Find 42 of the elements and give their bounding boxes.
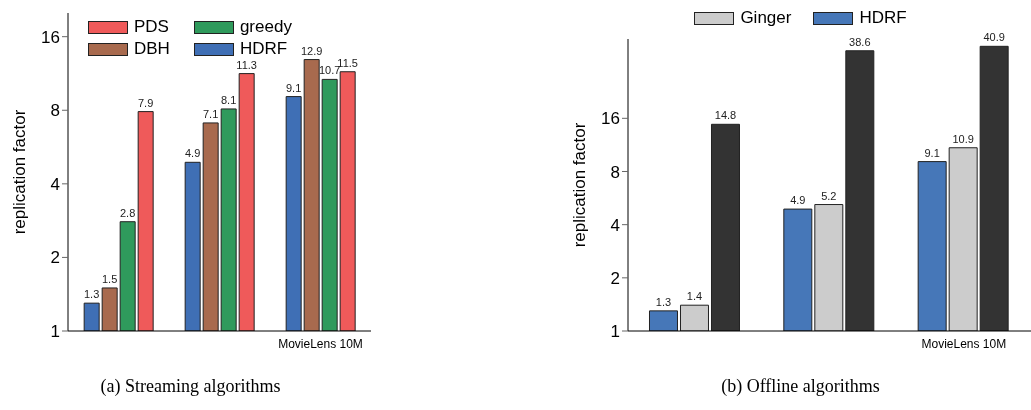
y-tick-label: 8 — [610, 162, 620, 182]
legend-label: DBH — [134, 39, 170, 59]
legend-label: HDRF — [859, 8, 907, 28]
data-label: 1.3 — [84, 288, 100, 301]
legend-label: HDRF — [239, 39, 288, 59]
y-tick-label: 4 — [50, 174, 60, 194]
data-label: 7.1 — [203, 107, 219, 120]
y-axis-title: replication factor — [10, 109, 30, 235]
legend-label: greedy — [239, 17, 292, 37]
y-tick-label: 4 — [610, 215, 620, 235]
data-label: 5.2 — [821, 189, 837, 202]
x-tick-label: MovieLens 10M — [921, 336, 1007, 351]
data-label: 11.3 — [236, 58, 257, 71]
legend-label: PDS — [134, 17, 169, 37]
data-label: 10.7 — [318, 64, 341, 77]
y-tick-label: 8 — [50, 101, 60, 121]
data-label: 1.3 — [655, 295, 672, 308]
data-label: 40.9 — [983, 31, 1005, 44]
y-tick-label: 16 — [601, 109, 620, 129]
data-label: 12.9 — [300, 44, 323, 57]
y-tick-label: 1 — [50, 322, 60, 342]
y-axis-title: replication factor — [570, 122, 590, 248]
y-tick-label: 1 — [610, 322, 620, 342]
data-label: 38.6 — [849, 35, 871, 48]
data-label: 9.1 — [286, 81, 302, 94]
data-label: 1.5 — [102, 272, 118, 285]
data-label: 10.9 — [952, 132, 974, 145]
data-label: 2.8 — [120, 206, 136, 219]
data-label: 4.9 — [185, 147, 201, 160]
data-label: 8.1 — [221, 93, 237, 106]
data-label: 7.9 — [138, 96, 154, 109]
y-tick-label: 2 — [50, 248, 60, 268]
x-tick-label: MovieLens 10M — [278, 336, 363, 351]
y-tick-label: 2 — [610, 268, 620, 288]
data-label: 4.9 — [790, 194, 806, 207]
y-tick-label: 16 — [41, 27, 60, 47]
text: (b) Offline algorithms — [720, 376, 881, 397]
data-label: 1.4 — [686, 290, 703, 303]
text: (a) Streaming algorithms — [99, 376, 282, 397]
legend-label: Ginger — [740, 8, 792, 28]
data-label: 14.8 — [714, 109, 737, 122]
data-label: 9.1 — [924, 146, 940, 159]
